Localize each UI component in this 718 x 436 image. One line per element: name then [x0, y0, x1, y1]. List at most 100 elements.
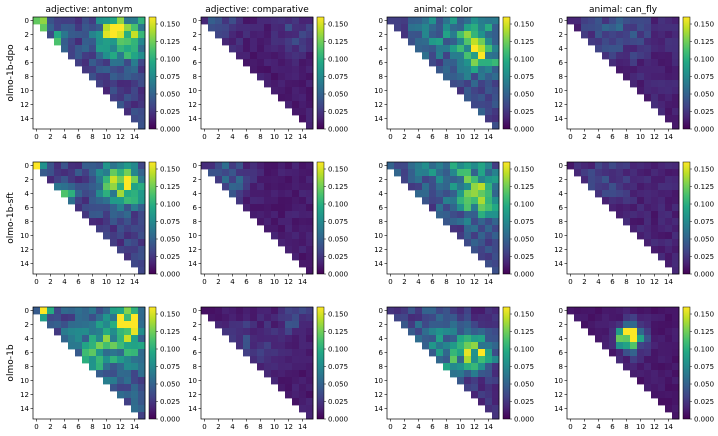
- heatmap-cell: [478, 94, 486, 102]
- heatmap-cell: [285, 370, 293, 378]
- heatmap-cell: [117, 52, 125, 60]
- y-tick-label: 12: [188, 246, 197, 254]
- heatmap-cell: [609, 204, 617, 212]
- heatmap-cell: [644, 45, 652, 53]
- heatmap-cell: [394, 24, 402, 32]
- heatmap-cell: [215, 307, 223, 315]
- y-tick-label: 4: [25, 190, 30, 198]
- heatmap-cell: [278, 356, 286, 364]
- heatmap-cell: [665, 87, 673, 95]
- heatmap-cell: [292, 225, 300, 233]
- heatmap-cell: [422, 176, 430, 184]
- heatmap-cell: [306, 73, 314, 81]
- heatmap-cell: [292, 169, 300, 177]
- colorbar-tick-label: 0.075: [514, 218, 534, 226]
- heatmap-cell: [450, 197, 458, 205]
- x-tick-label: 0: [388, 133, 392, 141]
- heatmap-cell: [492, 176, 500, 184]
- y-tick-label: 12: [188, 391, 197, 399]
- colorbar-tick-label: 0.125: [694, 328, 714, 336]
- heatmap-cell: [637, 45, 645, 53]
- heatmap-cell: [103, 183, 111, 191]
- heatmap-cell: [672, 204, 680, 212]
- y-tick-label: 4: [193, 45, 198, 53]
- heatmap-cell: [485, 17, 493, 25]
- heatmap-cell: [110, 314, 118, 322]
- heatmap-cell: [623, 314, 631, 322]
- heatmap-cell: [485, 405, 493, 413]
- heatmap-cell: [602, 169, 610, 177]
- heatmap-cell: [264, 45, 272, 53]
- heatmap-cell: [616, 342, 624, 350]
- heatmap-cell: [658, 87, 666, 95]
- heatmap-cell: [278, 59, 286, 67]
- heatmap-cell: [306, 314, 314, 322]
- heatmap-cell: [595, 190, 603, 198]
- heatmap-cell: [471, 321, 479, 329]
- heatmap-cell: [68, 52, 76, 60]
- heatmap-cell: [485, 190, 493, 198]
- heatmap-cell: [630, 307, 638, 315]
- heatmap-cell: [110, 52, 118, 60]
- heatmap-cell: [299, 80, 307, 88]
- heatmap-cell: [623, 45, 631, 53]
- colorbar-tick-label: 0.150: [160, 21, 180, 29]
- heatmap-cell: [485, 349, 493, 357]
- heatmap-cell: [485, 52, 493, 60]
- x-tick-label: 8: [444, 133, 448, 141]
- heatmap-cell: [588, 17, 596, 25]
- heatmap-cell: [478, 176, 486, 184]
- x-tick-label: 10: [270, 133, 279, 141]
- x-tick-label: 2: [48, 278, 52, 286]
- heatmap-cell: [285, 87, 293, 95]
- heatmap-cell: [222, 38, 230, 46]
- heatmap-cell: [306, 321, 314, 329]
- heatmap-cell: [110, 162, 118, 170]
- heatmap-cell: [285, 314, 293, 322]
- heatmap-cell: [292, 335, 300, 343]
- heatmap-cell: [89, 52, 97, 60]
- axes-frame: [386, 306, 500, 420]
- heatmap-cell: [257, 363, 265, 371]
- heatmap-cell: [292, 377, 300, 385]
- heatmap-cell: [450, 169, 458, 177]
- y-tick-label: 14: [188, 405, 197, 413]
- heatmap-cell: [306, 45, 314, 53]
- heatmap-cell: [138, 52, 146, 60]
- heatmap-cell: [637, 31, 645, 39]
- heatmap-cell: [471, 363, 479, 371]
- heatmap-cell: [243, 52, 251, 60]
- heatmap-cell: [471, 356, 479, 364]
- y-tick-label: 8: [193, 218, 197, 226]
- heatmap-cell: [131, 59, 139, 67]
- heatmap-cell: [110, 94, 118, 102]
- heatmap-cell: [665, 17, 673, 25]
- heatmap-cell: [471, 183, 479, 191]
- heatmap-cell: [306, 31, 314, 39]
- heatmap-cell: [429, 17, 437, 25]
- heatmap-cell: [236, 307, 244, 315]
- heatmap-cell: [271, 38, 279, 46]
- heatmap-cell: [138, 225, 146, 233]
- colorbar-tick-label: 0.150: [328, 21, 348, 29]
- heatmap-cell: [306, 342, 314, 350]
- heatmap-cell: [471, 335, 479, 343]
- colorbar-tick-label: 0.025: [694, 398, 714, 406]
- heatmap-cell: [665, 176, 673, 184]
- heatmap-cell: [103, 169, 111, 177]
- heatmap-cell: [457, 80, 465, 88]
- heatmap-cell: [478, 321, 486, 329]
- heatmap-cell: [124, 239, 132, 247]
- x-tick-label: 6: [76, 423, 81, 431]
- heatmap-cell: [443, 183, 451, 191]
- heatmap-cell: [96, 66, 104, 74]
- colorbar-tick-label: 0.000: [694, 126, 714, 134]
- heatmap-cell: [436, 328, 444, 336]
- heatmap-cell: [306, 377, 314, 385]
- heatmap-cell: [485, 377, 493, 385]
- heatmap-cell: [478, 45, 486, 53]
- heatmap-cell: [672, 73, 680, 81]
- heatmap-cell: [285, 384, 293, 392]
- heatmap-cell: [623, 31, 631, 39]
- heatmap-cell: [299, 38, 307, 46]
